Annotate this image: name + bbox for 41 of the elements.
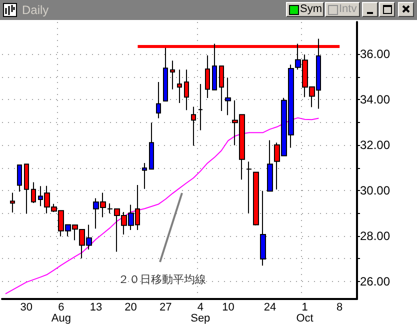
candlestick (191, 106, 196, 146)
sym-button: Sym (286, 2, 324, 17)
candlestick (156, 81, 161, 119)
candlestick (17, 164, 22, 192)
candlestick (205, 54, 210, 99)
y-tick-label: 34.00 (360, 92, 390, 107)
y-tick-label: 32.00 (360, 138, 390, 152)
candlestick (24, 164, 29, 214)
chart-title: Daily (22, 3, 49, 17)
candlestick (219, 66, 224, 112)
x-tick-label: 27 (159, 302, 172, 314)
x-tick-label: 30 (20, 302, 32, 314)
x-tick-label: 13 (90, 302, 102, 314)
candlestick (246, 161, 252, 214)
candlestick (225, 77, 231, 116)
candlestick (10, 192, 15, 213)
x-tick-label: 1 Oct (296, 302, 314, 324)
candlestick (198, 83, 203, 131)
candlestick (163, 47, 168, 102)
candlestick (170, 60, 175, 90)
y-tick-label: 26.00 (360, 274, 390, 288)
x-tick-label: 24 (264, 302, 276, 314)
x-tick-label: 20 (124, 302, 137, 314)
candlestick (142, 162, 147, 190)
candlestick (184, 69, 189, 111)
candlestick (31, 182, 36, 204)
candlestick (253, 172, 259, 226)
candlestick (212, 43, 217, 90)
candlestick (149, 122, 154, 170)
y-tick-label: 36.00 (360, 47, 390, 62)
x-tick-label: 10 (222, 302, 234, 314)
x-tick-label: 8 (336, 302, 343, 314)
x-tick-label: 4 Sep (190, 302, 210, 324)
y-tick-label: 30.00 (360, 183, 390, 198)
candlestick (177, 69, 182, 104)
line-series (4, 117, 320, 294)
candlestick (260, 190, 266, 266)
y-tick-label: 28.00 (360, 228, 390, 243)
x-tick-label: 6 Aug (51, 302, 71, 324)
intv-button: Intv (325, 2, 360, 17)
candlestick (267, 140, 273, 192)
